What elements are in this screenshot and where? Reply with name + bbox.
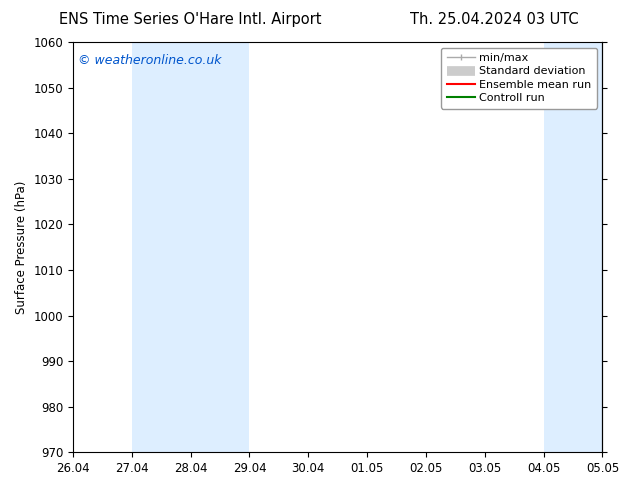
Text: ENS Time Series O'Hare Intl. Airport: ENS Time Series O'Hare Intl. Airport — [59, 12, 321, 27]
Text: Th. 25.04.2024 03 UTC: Th. 25.04.2024 03 UTC — [410, 12, 579, 27]
Y-axis label: Surface Pressure (hPa): Surface Pressure (hPa) — [15, 180, 28, 314]
Bar — [543, 42, 602, 452]
Legend: min/max, Standard deviation, Ensemble mean run, Controll run: min/max, Standard deviation, Ensemble me… — [441, 48, 597, 109]
Text: © weatheronline.co.uk: © weatheronline.co.uk — [79, 54, 222, 67]
Bar — [132, 42, 249, 452]
